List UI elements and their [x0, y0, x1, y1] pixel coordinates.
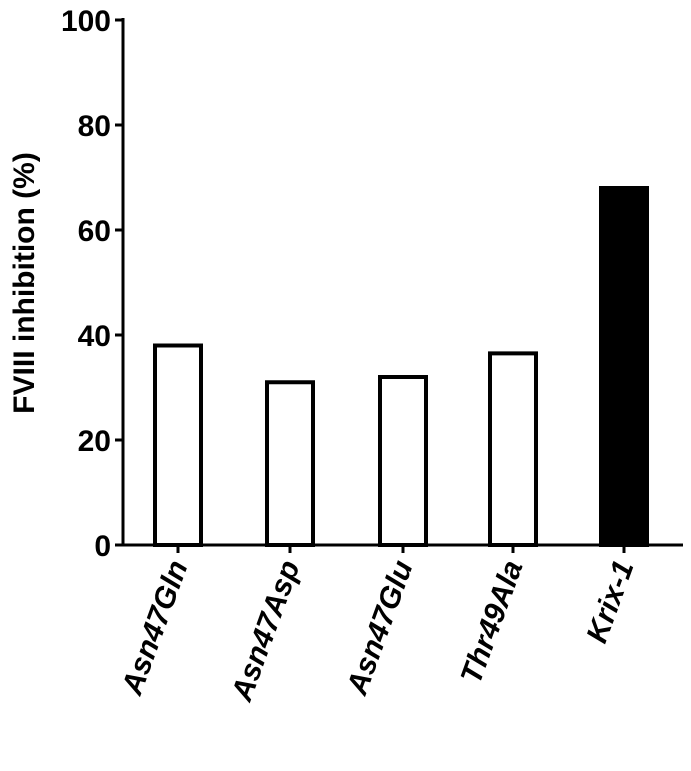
bar-asn47glu	[380, 377, 426, 545]
bar-thr49ala	[490, 353, 536, 545]
y-tick-label: 60	[78, 215, 111, 248]
bars	[155, 188, 647, 553]
y-tick-label: 20	[78, 425, 111, 458]
x-tick-labels: Asn47Gln Asn47Asp Asn47Glu Thr49Ala Krix-1	[115, 556, 640, 706]
bar-asn47gln	[155, 346, 201, 546]
y-axis-title: FVIII inhibition (%)	[8, 152, 41, 414]
x-tick-label: Asn47Gln	[115, 556, 194, 700]
y-tick-label: 80	[78, 110, 111, 143]
bar-asn47asp	[267, 382, 313, 545]
y-tick-label: 100	[61, 5, 111, 38]
bar-krix-1	[601, 188, 647, 545]
x-tick-label: Krix-1	[580, 556, 640, 647]
y-tick-label: 0	[94, 530, 111, 563]
y-ticks: 0 20 40 60 80 100	[61, 5, 123, 563]
x-tick-label: Asn47Asp	[225, 556, 307, 706]
x-tick-label: Asn47Glu	[340, 556, 419, 700]
y-tick-label: 40	[78, 320, 111, 353]
x-tick-label: Thr49Ala	[455, 556, 530, 688]
